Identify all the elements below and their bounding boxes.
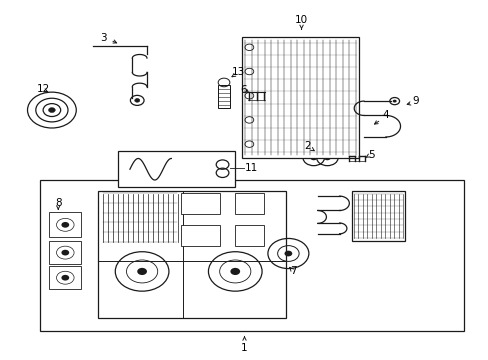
Bar — [242, 37, 358, 158]
Circle shape — [392, 100, 396, 103]
Circle shape — [310, 155, 317, 160]
Bar — [351, 191, 405, 241]
Text: 1: 1 — [241, 343, 247, 353]
Bar — [217, 85, 230, 108]
Bar — [49, 241, 81, 264]
Text: 11: 11 — [244, 163, 257, 173]
Text: 2: 2 — [304, 141, 310, 151]
Circle shape — [61, 222, 69, 228]
Circle shape — [284, 251, 292, 256]
Bar — [181, 193, 220, 214]
Circle shape — [48, 108, 55, 113]
Bar — [234, 193, 264, 214]
Circle shape — [324, 155, 330, 160]
Bar — [118, 151, 234, 187]
Text: 3: 3 — [100, 33, 106, 43]
Text: 7: 7 — [289, 266, 296, 276]
Bar — [98, 191, 285, 318]
Bar — [181, 225, 220, 246]
Text: 10: 10 — [294, 15, 307, 26]
Text: 4: 4 — [382, 111, 388, 121]
Circle shape — [230, 268, 240, 275]
Text: 5: 5 — [367, 150, 374, 160]
Text: 12: 12 — [37, 84, 50, 94]
Text: 9: 9 — [412, 96, 419, 106]
Bar — [234, 225, 264, 246]
Circle shape — [137, 268, 147, 275]
Bar — [49, 212, 81, 237]
Bar — [40, 180, 463, 330]
Text: 13: 13 — [231, 67, 245, 77]
Circle shape — [61, 275, 69, 280]
Circle shape — [61, 250, 69, 256]
Circle shape — [135, 99, 140, 102]
Text: 6: 6 — [240, 85, 246, 95]
Text: 8: 8 — [55, 198, 61, 208]
Bar — [49, 266, 81, 289]
